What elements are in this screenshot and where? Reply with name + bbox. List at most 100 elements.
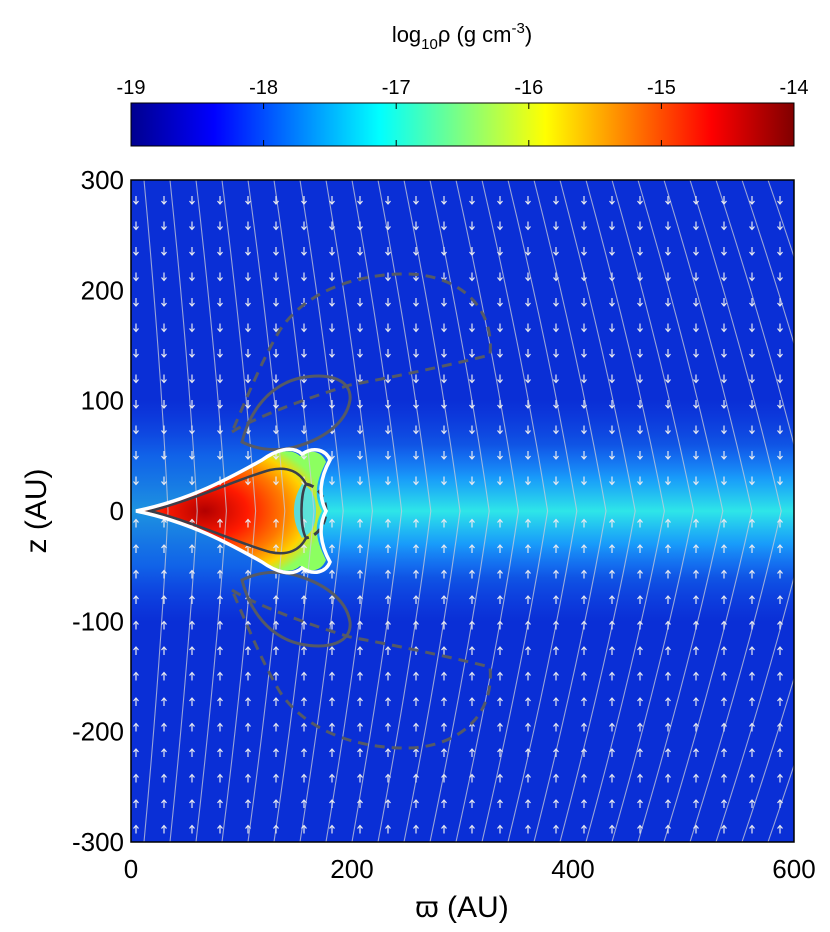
velocity-arrow-head	[469, 595, 475, 600]
velocity-arrow-head	[637, 481, 643, 486]
velocity-arrow-head	[189, 430, 195, 435]
velocity-arrow-head	[665, 226, 671, 231]
velocity-arrow-head	[413, 404, 419, 409]
velocity-arrow-head	[581, 773, 587, 778]
velocity-arrow-head	[385, 824, 391, 829]
velocity-arrow-head	[329, 518, 335, 523]
velocity-arrow-head	[385, 595, 391, 600]
velocity-arrow-head	[553, 569, 559, 574]
velocity-arrow-head	[749, 518, 755, 523]
velocity-arrow-head	[777, 518, 783, 523]
velocity-arrow-head	[777, 824, 783, 829]
velocity-arrow-head	[441, 430, 447, 435]
x-axis-ticks: 0 200 400 600	[124, 854, 816, 884]
velocity-arrow-head	[245, 722, 251, 727]
velocity-arrow-head	[189, 620, 195, 625]
velocity-arrow-head	[553, 251, 559, 256]
velocity-arrow-head	[721, 251, 727, 256]
velocity-arrow-head	[721, 773, 727, 778]
velocity-arrow-head	[469, 799, 475, 804]
velocity-arrow-head	[525, 773, 531, 778]
velocity-arrow-head	[273, 277, 279, 282]
velocity-arrow-head	[413, 481, 419, 486]
velocity-arrow-head	[133, 455, 139, 460]
inner-disk-core	[140, 451, 326, 571]
velocity-arrow-head	[301, 404, 307, 409]
velocity-arrow-head	[721, 379, 727, 384]
velocity-arrow-head	[721, 722, 727, 727]
velocity-arrow-head	[665, 302, 671, 307]
field-line	[325, 180, 373, 842]
velocity-arrow-head	[581, 620, 587, 625]
velocity-arrow-head	[553, 748, 559, 753]
velocity-arrow-head	[609, 646, 615, 651]
colorbar-tick-label: -16	[514, 77, 543, 99]
velocity-arrow-head	[329, 481, 335, 486]
velocity-arrow-head	[273, 748, 279, 753]
colorbar: log10ρ (g cm-3) -19 -18 -17 -16 -15 -14	[117, 20, 808, 147]
velocity-arrow-head	[497, 226, 503, 231]
velocity-arrow-head	[357, 544, 363, 549]
velocity-arrow-head	[133, 748, 139, 753]
velocity-arrow-head	[385, 620, 391, 625]
velocity-arrow-head	[525, 824, 531, 829]
velocity-arrow-head	[553, 722, 559, 727]
velocity-arrow-head	[581, 748, 587, 753]
velocity-arrow-head	[497, 481, 503, 486]
field-line	[221, 180, 257, 842]
velocity-arrow-head	[329, 722, 335, 727]
velocity-arrow-head	[329, 544, 335, 549]
field-line	[611, 180, 695, 842]
velocity-arrow-head	[777, 379, 783, 384]
velocity-arrow-head	[245, 799, 251, 804]
velocity-arrow-head	[161, 799, 167, 804]
velocity-arrow-head	[525, 569, 531, 574]
velocity-arrow-head	[777, 722, 783, 727]
velocity-arrow-head	[693, 302, 699, 307]
velocity-arrow-head	[665, 544, 671, 549]
velocity-arrow-head	[189, 773, 195, 778]
colorbar-tick-label: -17	[382, 77, 411, 99]
velocity-arrow-head	[609, 251, 615, 256]
velocity-arrow-head	[721, 799, 727, 804]
velocity-arrow-head	[609, 544, 615, 549]
velocity-arrow-head	[469, 824, 475, 829]
velocity-arrow-head	[665, 646, 671, 651]
velocity-arrow-head	[245, 748, 251, 753]
velocity-arrow-head	[609, 455, 615, 460]
velocity-arrow-head	[245, 481, 251, 486]
velocity-arrow-head	[301, 328, 307, 333]
velocity-arrow-head	[301, 824, 307, 829]
velocity-arrow-head	[161, 404, 167, 409]
velocity-arrow-head	[525, 455, 531, 460]
velocity-arrow-head	[133, 646, 139, 651]
velocity-arrow-head	[721, 697, 727, 702]
velocity-arrow-head	[749, 430, 755, 435]
velocity-arrow-head	[469, 277, 475, 282]
velocity-arrow-head	[301, 620, 307, 625]
velocity-arrow-head	[301, 799, 307, 804]
velocity-arrow-head	[329, 773, 335, 778]
velocity-arrow-head	[161, 620, 167, 625]
colorbar-title: log10ρ (g cm-3)	[392, 20, 532, 53]
velocity-arrow-head	[329, 200, 335, 205]
velocity-arrow-head	[469, 671, 475, 676]
velocity-arrow-head	[609, 773, 615, 778]
velocity-arrow-head	[637, 251, 643, 256]
velocity-arrow-head	[413, 302, 419, 307]
velocity-arrow-head	[413, 671, 419, 676]
velocity-arrow-head	[721, 200, 727, 205]
velocity-arrow-head	[749, 404, 755, 409]
velocity-arrow-head	[777, 404, 783, 409]
velocity-arrow-head	[441, 518, 447, 523]
velocity-arrow-head	[161, 595, 167, 600]
velocity-arrow-head	[609, 328, 615, 333]
velocity-arrow-head	[497, 722, 503, 727]
velocity-arrow-head	[469, 251, 475, 256]
velocity-arrow-head	[637, 430, 643, 435]
velocity-arrow-head	[581, 353, 587, 358]
velocity-arrow-head	[497, 430, 503, 435]
velocity-arrow-head	[161, 671, 167, 676]
velocity-arrow-head	[273, 455, 279, 460]
velocity-arrow-head	[749, 671, 755, 676]
